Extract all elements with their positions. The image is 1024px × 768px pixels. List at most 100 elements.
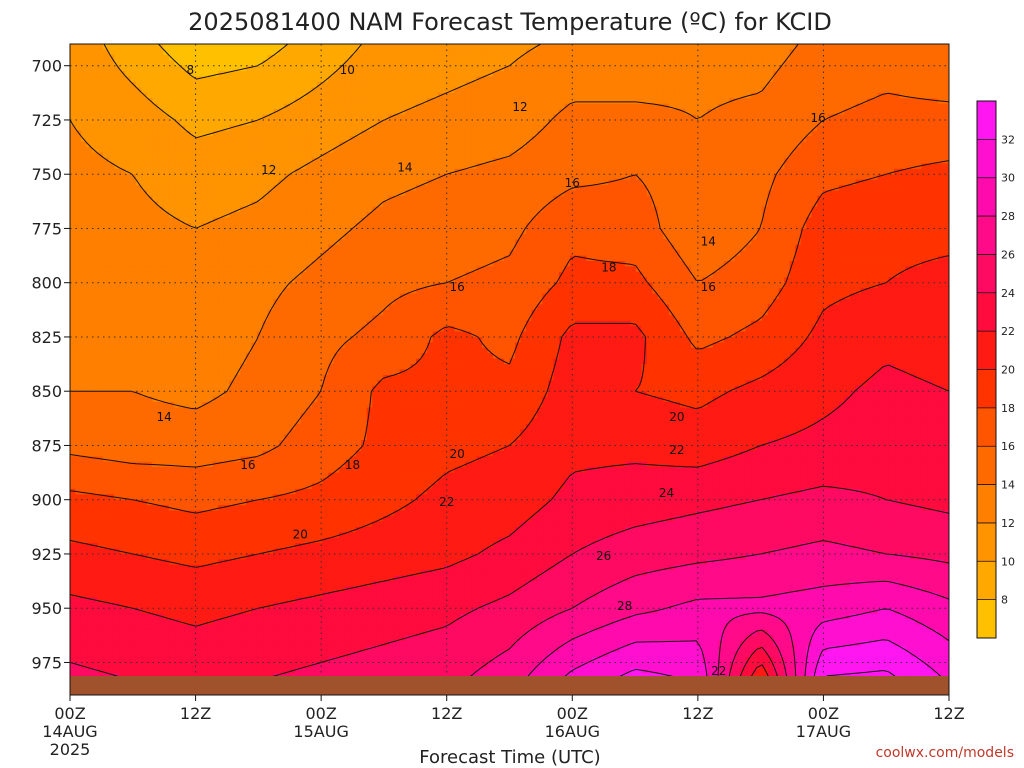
field-cell	[207, 136, 213, 142]
field-cell	[702, 174, 708, 180]
field-cell	[207, 153, 213, 159]
field-cell	[548, 153, 554, 159]
field-cell	[922, 180, 928, 186]
field-cell	[81, 66, 87, 72]
field-cell	[312, 190, 318, 196]
field-cell	[196, 158, 202, 164]
field-cell	[515, 201, 521, 207]
field-cell	[790, 163, 796, 169]
field-cell	[641, 131, 647, 137]
field-cell	[564, 44, 570, 50]
field-cell	[438, 98, 444, 104]
field-cell	[97, 180, 103, 186]
field-cell	[466, 136, 472, 142]
field-cell	[141, 125, 147, 131]
field-cell	[878, 60, 884, 66]
field-cell	[224, 136, 230, 142]
field-cell	[81, 163, 87, 169]
field-cell	[103, 174, 109, 180]
field-cell	[669, 190, 675, 196]
field-cell	[768, 201, 774, 207]
field-cell	[641, 158, 647, 164]
field-cell	[510, 131, 516, 137]
field-cell	[493, 55, 499, 61]
field-cell	[636, 153, 642, 159]
field-cell	[147, 153, 153, 159]
field-cell	[350, 44, 356, 50]
field-cell	[537, 125, 543, 131]
field-cell	[455, 174, 461, 180]
field-cell	[597, 201, 603, 207]
field-cell	[762, 77, 768, 83]
field-cell	[328, 174, 334, 180]
field-cell	[493, 125, 499, 131]
field-cell	[92, 49, 98, 55]
field-cell	[378, 163, 384, 169]
field-cell	[185, 207, 191, 213]
field-cell	[460, 207, 466, 213]
field-cell	[86, 120, 92, 126]
field-cell	[119, 153, 125, 159]
field-cell	[240, 163, 246, 169]
field-cell	[757, 49, 763, 55]
field-cell	[872, 190, 878, 196]
field-cell	[674, 49, 680, 55]
field-cell	[795, 49, 801, 55]
field-cell	[488, 185, 494, 191]
field-cell	[746, 109, 752, 115]
field-cell	[817, 180, 823, 186]
field-cell	[218, 201, 224, 207]
field-cell	[493, 87, 499, 93]
field-cell	[817, 153, 823, 159]
field-cell	[75, 109, 81, 115]
field-cell	[795, 196, 801, 202]
field-cell	[163, 55, 169, 61]
field-cell	[839, 147, 845, 153]
field-cell	[570, 136, 576, 142]
field-cell	[724, 207, 730, 213]
field-cell	[922, 125, 928, 131]
field-cell	[416, 153, 422, 159]
field-cell	[504, 77, 510, 83]
field-cell	[663, 174, 669, 180]
field-cell	[290, 66, 296, 72]
field-cell	[663, 180, 669, 186]
field-cell	[378, 49, 384, 55]
field-cell	[806, 93, 812, 99]
field-cell	[933, 109, 939, 115]
field-cell	[922, 158, 928, 164]
field-cell	[537, 136, 543, 142]
field-cell	[449, 104, 455, 110]
field-cell	[702, 93, 708, 99]
field-cell	[383, 44, 389, 50]
field-cell	[218, 49, 224, 55]
field-cell	[630, 180, 636, 186]
field-cell	[504, 180, 510, 186]
field-cell	[597, 104, 603, 110]
field-cell	[878, 147, 884, 153]
field-cell	[779, 109, 785, 115]
field-cell	[575, 87, 581, 93]
field-cell	[619, 201, 625, 207]
field-cell	[367, 142, 373, 148]
field-cell	[378, 147, 384, 153]
field-cell	[905, 136, 911, 142]
field-cell	[795, 87, 801, 93]
field-cell	[548, 190, 554, 196]
field-cell	[367, 131, 373, 137]
field-cell	[537, 66, 543, 72]
field-cell	[916, 49, 922, 55]
field-cell	[411, 66, 417, 72]
field-cell	[795, 109, 801, 115]
field-cell	[163, 87, 169, 93]
field-cell	[570, 66, 576, 72]
field-cell	[323, 55, 329, 61]
field-cell	[81, 87, 87, 93]
field-cell	[757, 66, 763, 72]
field-cell	[652, 87, 658, 93]
field-cell	[345, 147, 351, 153]
field-cell	[306, 201, 312, 207]
field-cell	[416, 196, 422, 202]
field-cell	[784, 174, 790, 180]
field-cell	[356, 196, 362, 202]
